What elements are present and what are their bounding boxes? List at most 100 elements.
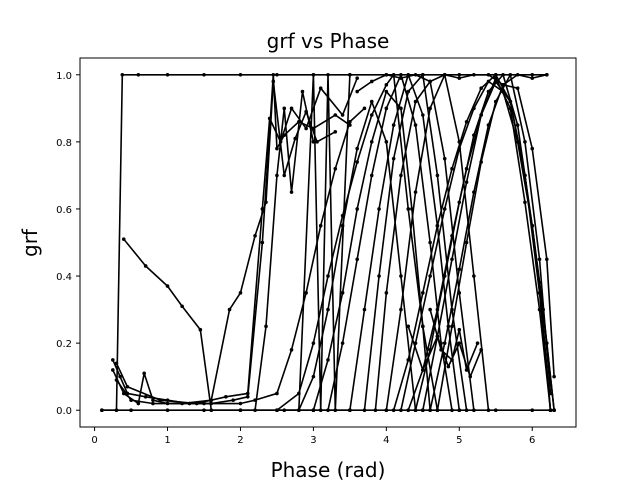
- data-point: [450, 257, 454, 262]
- data-point: [271, 72, 276, 77]
- data-point: [333, 113, 338, 117]
- data-point: [442, 341, 447, 345]
- data-point: [508, 72, 513, 77]
- data-point: [369, 173, 374, 178]
- y-tick-label: 0.6: [56, 205, 72, 216]
- data-point: [439, 348, 443, 352]
- data-point: [421, 368, 425, 372]
- data-point: [245, 395, 250, 399]
- data-point: [289, 190, 294, 194]
- data-point: [111, 358, 115, 362]
- data-point: [515, 86, 520, 90]
- data-point: [275, 391, 279, 396]
- data-point: [413, 99, 418, 104]
- data-point: [501, 72, 505, 77]
- x-axis-label: Phase (rad): [271, 458, 386, 480]
- x-tick-label: 1: [164, 435, 170, 446]
- data-point: [421, 324, 425, 329]
- data-point: [202, 72, 206, 77]
- data-point: [399, 307, 403, 312]
- data-point: [479, 160, 483, 164]
- series-line-6: [115, 77, 358, 405]
- data-point: [479, 348, 483, 352]
- data-point: [121, 237, 126, 241]
- series-line-18: [422, 80, 552, 411]
- data-point: [267, 116, 272, 121]
- data-point: [537, 280, 542, 285]
- x-tick-label: 5: [456, 435, 462, 446]
- data-point: [315, 140, 319, 144]
- data-point: [271, 79, 276, 84]
- axes-frame: [79, 57, 577, 428]
- data-point: [289, 348, 294, 352]
- data-point: [442, 72, 447, 77]
- data-point: [435, 173, 440, 178]
- x-tick-label: 3: [310, 435, 316, 446]
- data-point: [399, 76, 403, 80]
- data-point: [406, 324, 411, 329]
- series-line-22: [429, 309, 479, 371]
- y-tick-label: 0.2: [56, 339, 72, 350]
- data-point: [304, 291, 308, 295]
- data-point: [493, 72, 498, 77]
- data-point: [136, 401, 141, 406]
- data-point: [311, 72, 316, 77]
- data-point: [260, 240, 265, 245]
- data-point: [275, 173, 279, 178]
- data-point: [348, 119, 352, 124]
- series-line-9: [327, 73, 453, 411]
- data-point: [289, 106, 294, 111]
- data-point: [355, 257, 359, 262]
- data-point: [406, 207, 411, 211]
- data-point: [165, 284, 170, 288]
- series-line-24: [284, 100, 417, 412]
- data-point: [253, 233, 257, 238]
- data-point: [464, 240, 469, 245]
- data-point: [355, 76, 359, 80]
- data-point: [120, 72, 125, 77]
- series-line-12: [374, 80, 475, 411]
- data-point: [428, 240, 432, 245]
- data-point: [457, 408, 462, 413]
- data-point: [245, 391, 250, 396]
- data-point: [304, 126, 308, 131]
- data-point: [377, 207, 381, 211]
- data-point: [515, 123, 520, 127]
- data-point: [486, 89, 491, 94]
- data-point: [125, 384, 130, 389]
- data-point: [384, 106, 389, 111]
- data-point: [129, 398, 133, 402]
- series-line-11: [363, 73, 468, 411]
- data-point: [180, 304, 184, 309]
- data-point: [406, 358, 411, 362]
- data-point: [413, 123, 418, 127]
- data-point: [264, 200, 268, 205]
- data-point: [457, 341, 462, 345]
- data-point: [355, 89, 359, 94]
- data-point: [260, 207, 265, 211]
- data-point: [326, 274, 330, 278]
- data-point: [464, 119, 469, 124]
- data-point: [399, 173, 403, 178]
- data-point: [348, 408, 352, 413]
- data-point: [333, 130, 338, 134]
- data-point: [369, 99, 374, 104]
- data-point: [384, 89, 389, 94]
- y-tick-label: 0.8: [56, 138, 72, 149]
- data-point: [486, 72, 491, 77]
- data-point: [326, 72, 330, 77]
- data-point: [486, 79, 491, 84]
- series-line-4: [112, 107, 366, 405]
- data-point: [472, 72, 476, 77]
- data-point: [202, 408, 206, 413]
- data-point: [537, 257, 542, 262]
- data-point: [457, 327, 462, 332]
- axes: 0 1 2 3 4 5 6 0.0 0.2 0.4 0.6 0.8 1.0: [56, 57, 577, 446]
- data-point: [399, 72, 403, 77]
- plot-area: [100, 72, 556, 413]
- data-point: [275, 146, 279, 151]
- data-point: [545, 257, 549, 262]
- data-point: [552, 374, 556, 379]
- data-point: [384, 72, 389, 77]
- data-point: [340, 341, 345, 345]
